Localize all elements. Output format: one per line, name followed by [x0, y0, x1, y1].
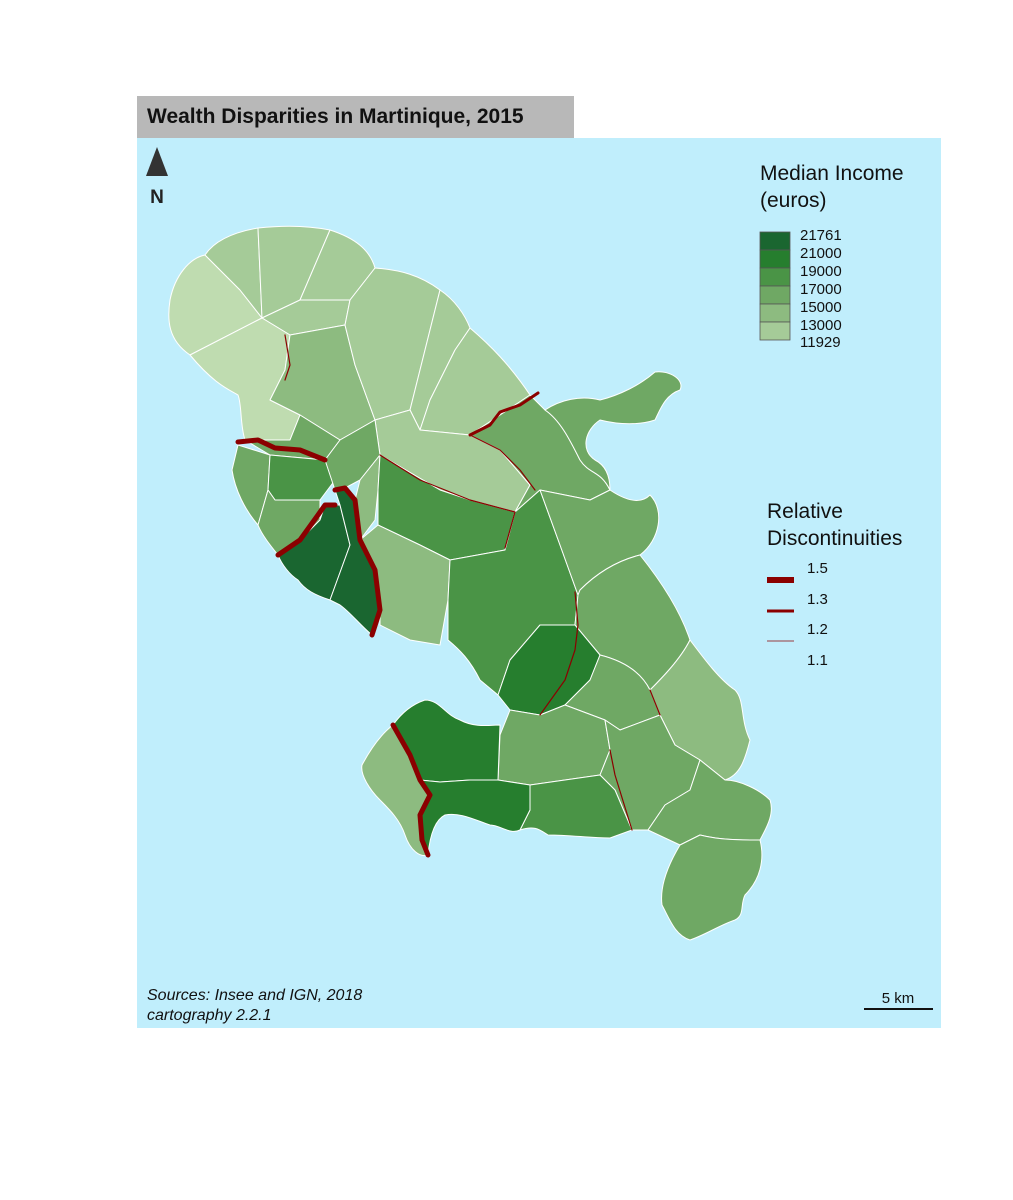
scale-bar: 5 km	[864, 990, 933, 1010]
legend-disc-value-2: 1.2	[807, 621, 828, 638]
discontinuity-2	[332, 485, 383, 638]
scale-bar-label: 5 km	[882, 990, 915, 1007]
discontinuities	[235, 334, 661, 858]
legend-income-break-4: 15000	[800, 299, 842, 316]
north-arrow-label: N	[150, 187, 164, 208]
legend-income-box	[759, 267, 791, 287]
title-box: Wealth Disparities in Martinique, 2015	[137, 96, 574, 138]
commune-south-1	[497, 704, 611, 786]
legend-income-break-0: 21761	[800, 227, 842, 244]
legend-income-box	[759, 321, 791, 341]
commune-sw-1	[392, 699, 501, 783]
legend-income-boxes	[759, 231, 791, 341]
legend-income-break-5: 13000	[800, 317, 842, 334]
commune-south-5	[661, 834, 763, 941]
legend-disc-title-1: Relative	[767, 500, 843, 523]
legend-income-box	[759, 285, 791, 305]
legend-disc-title-2: Discontinuities	[767, 527, 902, 550]
north-arrow-icon	[146, 147, 168, 176]
sources-line-1: Sources: Insee and IGN, 2018	[147, 987, 362, 1004]
discontinuity-6	[284, 334, 661, 831]
discontinuity-5	[468, 391, 540, 437]
commune-sw-2	[419, 779, 531, 856]
legend-disc-value-0: 1.5	[807, 560, 828, 577]
commune-ne-2	[419, 327, 531, 436]
commune-north-4	[344, 267, 441, 421]
map-title: Wealth Disparities in Martinique, 2015	[147, 105, 524, 128]
legend-income-break-6: 11929	[800, 334, 841, 351]
sources: Sources: Insee and IGN, 2018 cartography…	[147, 987, 362, 1024]
communes	[168, 225, 772, 941]
legend-discontinuities: Relative Discontinuities 1.5 1.3 1.2 1.1	[767, 500, 902, 669]
commune-south-3	[519, 774, 633, 839]
north-arrow: N	[146, 147, 168, 208]
legend-income-break-1: 21000	[800, 245, 842, 262]
legend-income-box	[759, 231, 791, 251]
discontinuity-3	[275, 502, 338, 558]
legend-income-break-3: 17000	[800, 281, 842, 298]
legend-income-title-2: (euros)	[760, 189, 827, 212]
discontinuity-1	[235, 437, 328, 463]
sources-line-2: cartography 2.2.1	[147, 1007, 272, 1024]
commune-west-4	[257, 489, 321, 556]
legend-disc-value-1: 1.3	[807, 591, 828, 608]
commune-caravelle	[544, 371, 682, 491]
discontinuity-4	[390, 722, 433, 858]
legend-income-box	[759, 249, 791, 269]
legend-income: Median Income (euros) 21761 21000 19000 …	[759, 162, 904, 351]
legend-income-title-1: Median Income	[760, 162, 904, 185]
legend-disc-value-3: 1.1	[807, 652, 828, 669]
legend-income-box	[759, 303, 791, 323]
legend-income-break-2: 19000	[800, 263, 842, 280]
